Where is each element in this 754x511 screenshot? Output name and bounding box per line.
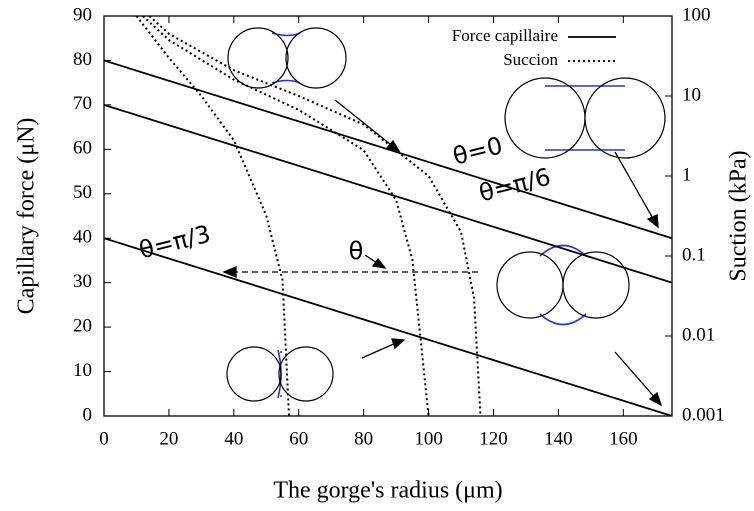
y2-tick-label: 10 [682,84,701,105]
x-tick-label: 0 [99,428,109,449]
plot-frame [103,15,673,417]
y-tick-label: 50 [73,182,92,203]
series-line [104,104,672,284]
annotation: θ [349,237,364,265]
annotation: θ=0 [450,131,505,170]
diagrams [226,27,666,402]
series-line [142,16,430,416]
annotation: θ=π/6 [476,163,553,208]
x-tick-label: 120 [479,428,508,449]
x-axis-label: The gorge's radius (μm) [273,478,502,504]
x-tick-label: 40 [224,428,243,449]
y-tick-label: 40 [73,227,92,248]
x-tick-label: 60 [289,428,308,449]
y2-axis-label: Suction (kPa) [726,150,752,281]
y-tick-label: 10 [73,360,92,381]
annotation: θ=π/3 [136,220,213,265]
arrows [222,99,663,407]
series-line [104,237,672,416]
y2-tick-label: 1 [682,164,692,185]
y2-tick-label: 0.01 [682,324,715,345]
series-line [135,16,291,416]
x-tick-label: 80 [354,428,373,449]
x-tick-label: 20 [159,428,178,449]
y2-tick-label: 0.1 [682,244,706,265]
series-line [148,16,482,416]
y-axis-label: Capillary force (μN) [14,118,40,315]
legend-label: Force capillaire [452,26,558,45]
series-line [104,59,672,240]
y-tick-label: 60 [73,138,92,159]
y-tick-label: 70 [73,93,92,114]
x-tick-label: 160 [609,428,638,449]
y-tick-label: 90 [73,4,92,25]
y-tick-label: 80 [73,49,92,70]
x-tick-label: 100 [414,428,443,449]
x-tick-label: 140 [544,428,573,449]
y2-tick-label: 0.001 [682,404,725,425]
legend-label: Succion [503,50,558,69]
y-tick-label: 30 [73,271,92,292]
y2-tick-label: 100 [682,4,711,25]
y-tick-label: 0 [83,404,93,425]
y-tick-label: 20 [73,315,92,336]
